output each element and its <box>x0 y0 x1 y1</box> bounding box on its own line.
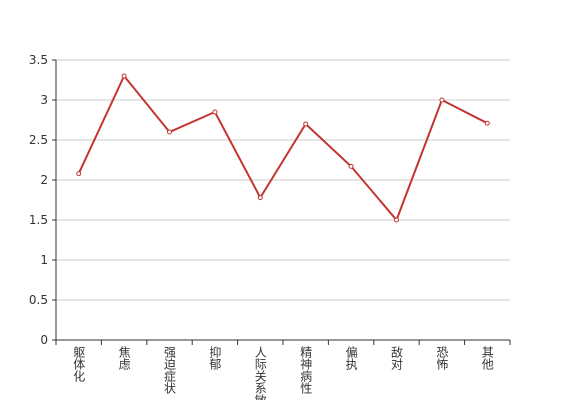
point <box>257 195 263 201</box>
x-tick-label: 抑郁 <box>208 345 222 371</box>
point <box>348 163 354 169</box>
y-tick-label: 3 <box>40 93 48 107</box>
point <box>167 129 172 135</box>
x-tick-label: 人际关系敏感 <box>253 346 267 400</box>
y-tick-label: 1 <box>40 253 48 267</box>
x-tick-label: 强迫症状 <box>163 346 177 394</box>
x-tick-label: 躯体化 <box>72 345 86 383</box>
y-tick-label: 0.5 <box>29 293 48 307</box>
point <box>303 121 309 127</box>
line <box>77 74 488 222</box>
x-tick-label: 偏执 <box>344 345 358 371</box>
y-tick-label: 3.5 <box>29 53 48 67</box>
y-tick-label: 1.5 <box>29 213 48 227</box>
y-tick-label: 0 <box>40 333 48 347</box>
point <box>76 171 82 177</box>
point <box>484 120 490 126</box>
x-tick-label: 敌对 <box>390 345 404 370</box>
y-tick-label: 2 <box>40 173 48 187</box>
point <box>439 97 445 103</box>
y-tick-label: 2.5 <box>29 133 48 147</box>
point <box>394 217 399 223</box>
point <box>121 73 127 79</box>
x-tick-label: 其他 <box>480 346 494 370</box>
x-tick-label: 精神病性 <box>299 346 313 395</box>
x-tick-label: 恐怖 <box>435 346 449 370</box>
x-tick-label: 焦虑 <box>117 346 131 370</box>
point <box>212 109 218 115</box>
